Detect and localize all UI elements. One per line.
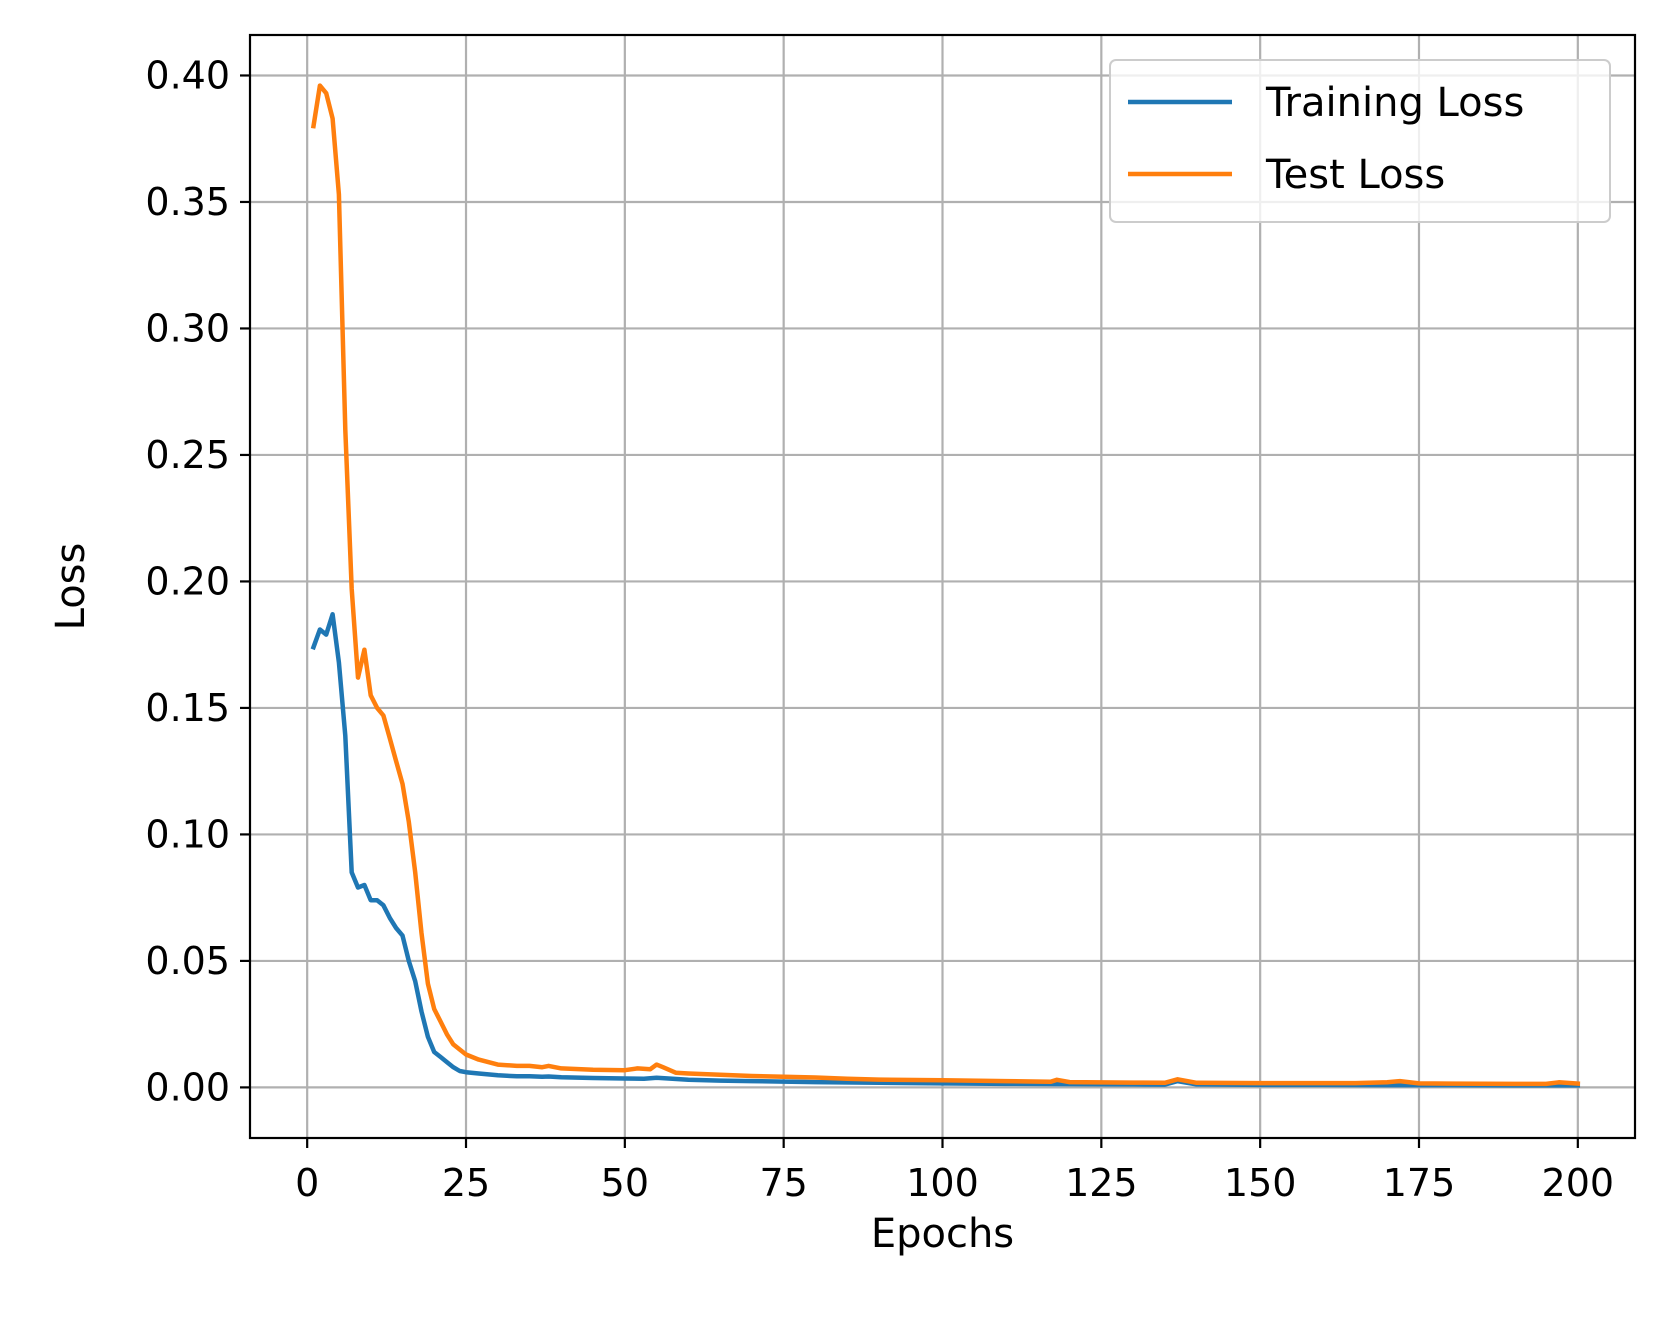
x-axis-ticks: 0 25 50 75 100 125 150 175 200 xyxy=(295,1138,1614,1205)
x-tick-label: 175 xyxy=(1383,1161,1456,1205)
x-tick-label: 125 xyxy=(1065,1161,1138,1205)
y-tick-label: 0.10 xyxy=(145,812,230,856)
x-tick-label: 150 xyxy=(1224,1161,1297,1205)
legend-label-test-loss: Test Loss xyxy=(1265,152,1445,198)
x-tick-label: 100 xyxy=(906,1161,979,1205)
x-tick-label: 0 xyxy=(295,1161,319,1205)
y-tick-label: 0.00 xyxy=(145,1065,230,1109)
series-lines xyxy=(310,83,1581,1088)
x-tick-label: 50 xyxy=(601,1161,649,1205)
legend-label-training-loss: Training Loss xyxy=(1265,80,1524,126)
y-tick-label: 0.15 xyxy=(145,686,230,730)
legend: Training Loss Test Loss xyxy=(1109,59,1611,223)
y-tick-label: 0.05 xyxy=(145,939,230,983)
x-tick-label: 25 xyxy=(442,1161,490,1205)
y-tick-label: 0.30 xyxy=(145,306,230,350)
y-axis-ticks: 0.00 0.05 0.10 0.15 0.20 0.25 0.30 0.35 0.40 xyxy=(145,53,250,1109)
y-tick-label: 0.25 xyxy=(145,433,230,477)
x-tick-label: 200 xyxy=(1542,1161,1615,1205)
x-tick-label: 75 xyxy=(759,1161,807,1205)
y-tick-label: 0.20 xyxy=(145,559,230,603)
series-line-test-loss xyxy=(310,83,1581,1087)
y-tick-label: 0.35 xyxy=(145,180,230,224)
x-axis-title: Epochs xyxy=(871,1211,1014,1257)
y-tick-label: 0.40 xyxy=(145,53,230,97)
legend-box xyxy=(1109,59,1611,223)
y-axis-title: Loss xyxy=(48,543,94,631)
